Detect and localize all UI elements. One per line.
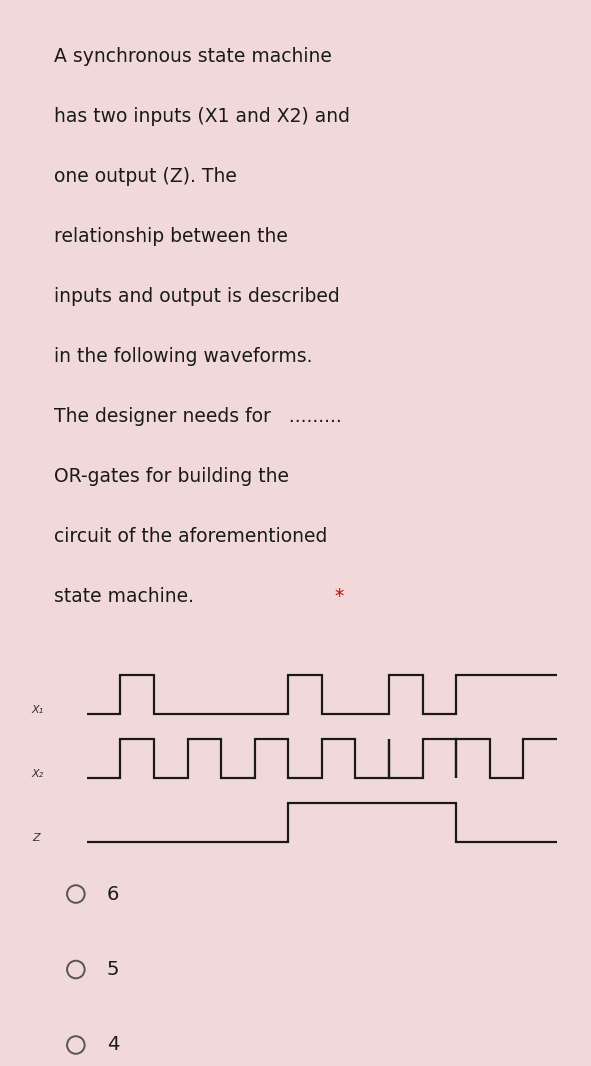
Text: state machine.: state machine. xyxy=(54,587,194,605)
Text: Z: Z xyxy=(32,834,40,843)
Text: A synchronous state machine: A synchronous state machine xyxy=(54,47,332,66)
Text: 5: 5 xyxy=(106,960,119,979)
Text: has two inputs (X1 and X2) and: has two inputs (X1 and X2) and xyxy=(54,108,350,126)
Text: one output (Z). The: one output (Z). The xyxy=(54,167,237,187)
Text: The designer needs for   .........: The designer needs for ......... xyxy=(54,407,342,426)
Text: relationship between the: relationship between the xyxy=(54,227,288,246)
Text: OR-gates for building the: OR-gates for building the xyxy=(54,467,289,486)
Text: circuit of the aforementioned: circuit of the aforementioned xyxy=(54,527,327,546)
Text: in the following waveforms.: in the following waveforms. xyxy=(54,348,313,366)
Text: X₂: X₂ xyxy=(32,769,44,779)
Text: inputs and output is described: inputs and output is described xyxy=(54,287,340,306)
Text: *: * xyxy=(329,587,344,605)
Text: X₁: X₁ xyxy=(32,705,44,715)
Text: 4: 4 xyxy=(106,1035,119,1054)
Text: 6: 6 xyxy=(106,885,119,904)
